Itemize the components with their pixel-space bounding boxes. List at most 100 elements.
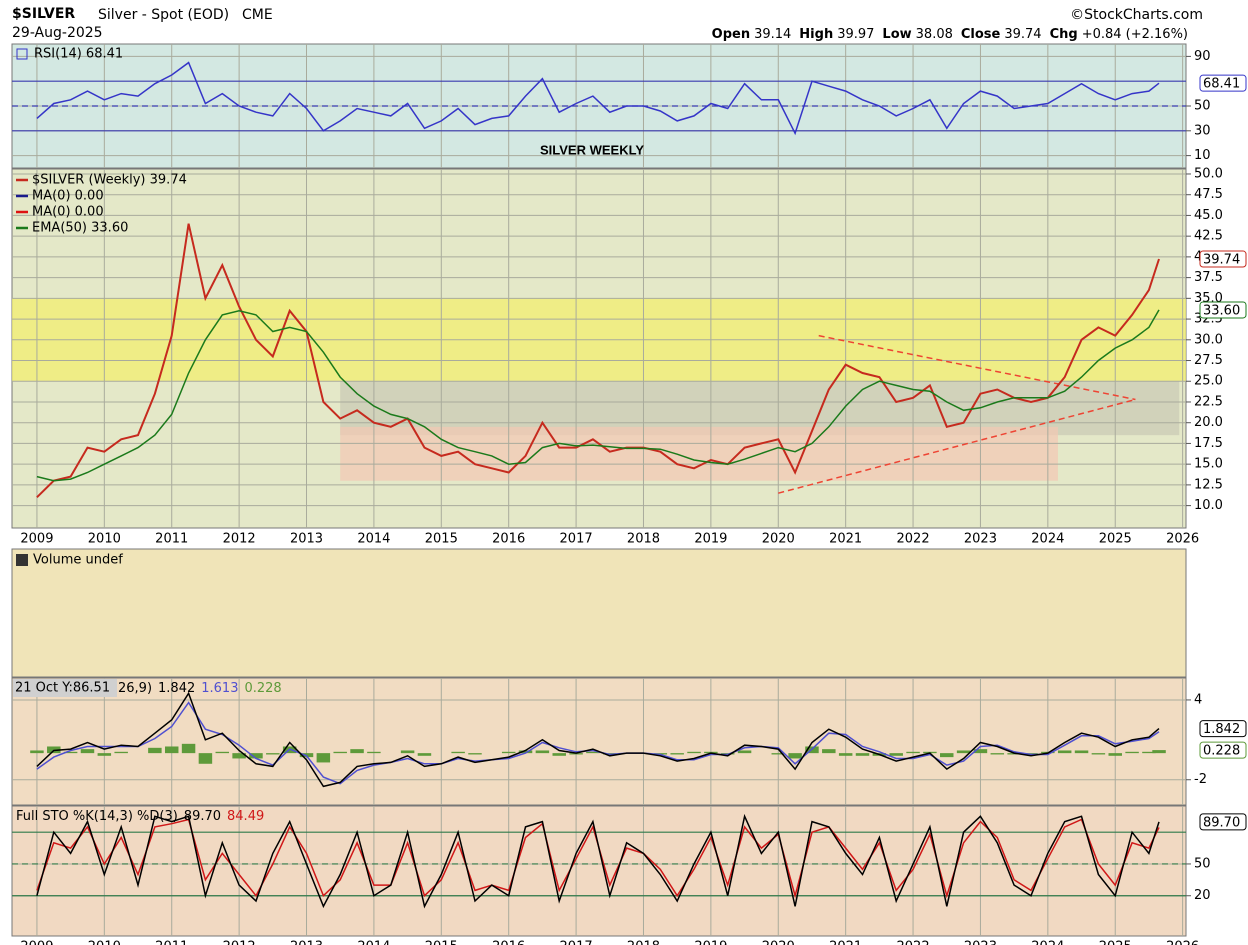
x-tick-label: 2013 [290,532,323,547]
exchange: CME [242,7,273,23]
quote-label: Chg [1050,27,1078,42]
histogram-bar [586,751,600,754]
tooltip-box [13,679,117,697]
series-line [36,813,1160,909]
x-tick-label: 2024 [1031,532,1064,547]
x-tick-label: 2020 [762,532,795,547]
histogram-bar [990,753,1005,755]
histogram-bar [822,749,836,754]
x-tick-label: 2009 [20,532,53,547]
y-tick-label: 12.5 [1194,477,1223,492]
legend-value: 1.842 [158,681,195,696]
value-badge [1199,301,1247,319]
legend-label: MA(0) 0.00 [32,205,104,220]
histogram-bar [316,753,331,763]
trend-line [818,334,1136,401]
legend-line: 26,9) 1.842 1.613 0.228 [118,681,282,696]
quote-line: Open 39.14 High 39.97 Low 38.08 Close 39.74 Chg +… [712,27,1188,42]
y-tick-label: 25.0 [1194,374,1223,389]
histogram-bar [973,749,988,754]
y-tick-label: 15.0 [1194,457,1223,472]
histogram-bar [838,753,853,756]
y-tick-label: 45.0 [1194,208,1223,223]
histogram-bar [367,751,381,754]
histogram-bar [1074,750,1089,754]
legend-value: 0.228 [244,681,281,696]
histogram-bar [417,753,432,756]
histogram-bar [906,751,920,754]
value-badge [1199,720,1247,738]
quote-label: Open [712,27,750,42]
y-tick-label: 50 [1194,856,1211,871]
histogram-bar [535,750,550,754]
histogram-bar [1108,753,1122,756]
x-tick-label: 2014 [357,532,390,547]
symbol: $SILVER [12,6,75,22]
annotation: SILVER WEEKLY [540,142,644,157]
x-tick-label: 2016 [492,532,525,547]
histogram-bar [956,750,971,754]
quote-value: +0.84 (+2.16%) [1082,27,1188,42]
y-tick-label: 42.5 [1194,229,1223,244]
x-tick-label: 2012 [223,940,256,945]
value-badge-label: 39.74 [1203,253,1240,268]
y-tick-label: 17.5 [1194,436,1223,451]
x-tick-label: 2026 [1166,940,1199,945]
legend-value: 84.49 [227,809,264,824]
histogram-bar [940,753,954,758]
quote: Open 39.14 High 39.97 Low 38.08 Close 39.74 Chg +… [712,27,1188,42]
histogram-bar [164,746,179,754]
x-tick-label: 2022 [897,940,930,945]
panel-title: RSI(14) 68.41 [34,47,123,62]
histogram-bar [232,753,246,759]
x-tick-label: 2012 [223,532,256,547]
x-tick-label: 2021 [829,532,862,547]
legend-label: $SILVER (Weekly) 39.74 [32,173,187,188]
y-tick-label: 37.5 [1194,270,1223,285]
quote-value: 39.14 [754,27,791,42]
histogram-bar [670,753,684,755]
histogram-bar [1142,751,1156,754]
histogram-bar [889,753,903,756]
x-tick-label: 2009 [20,940,53,945]
price-band [340,381,1180,436]
legend-value: 1.613 [201,681,238,696]
x-tick-label: 2017 [560,940,593,945]
panel-title: Volume undef [33,553,123,568]
y-tick-label: 30.0 [1194,332,1223,347]
series-line [36,61,1160,136]
x-tick-label: 2019 [694,532,727,547]
panel-background [11,548,1187,678]
x-tick-label: 2026 [1166,532,1199,547]
histogram-bar [400,750,415,754]
legend-icon [16,554,28,566]
x-tick-label: 2018 [627,532,660,547]
x-tick-label: 2010 [88,940,121,945]
panel-background [11,677,1187,806]
x-tick-label: 2019 [694,940,727,945]
x-tick-label: 2021 [829,940,862,945]
brand: ©StockCharts.com [1070,7,1203,23]
histogram-bar [198,753,213,764]
histogram-bar [215,751,230,754]
y-tick-label: 20 [1194,888,1211,903]
value-badge-label: 89.70 [1203,815,1240,830]
y-tick-label: 4 [1194,692,1202,707]
value-badge-label: 0.228 [1203,744,1240,759]
histogram-bar [451,751,465,754]
x-tick-label: 2015 [425,940,458,945]
histogram-bar [687,751,701,754]
x-tick-label: 2018 [627,940,660,945]
histogram-bar [333,751,347,754]
legend-label: EMA(50) 33.60 [32,221,128,236]
date: 29-Aug-2025 [12,25,103,41]
quote-label: Close [961,27,1001,42]
y-tick-label: 90 [1194,49,1211,64]
legend-value: Full STO %K(14,3) %D(3) [16,809,178,824]
value-badge-label: 68.41 [1203,77,1240,92]
histogram-bar [148,747,162,754]
y-tick-label: 30 [1194,123,1211,138]
histogram-bar [30,750,44,754]
value-badge [1199,813,1247,831]
